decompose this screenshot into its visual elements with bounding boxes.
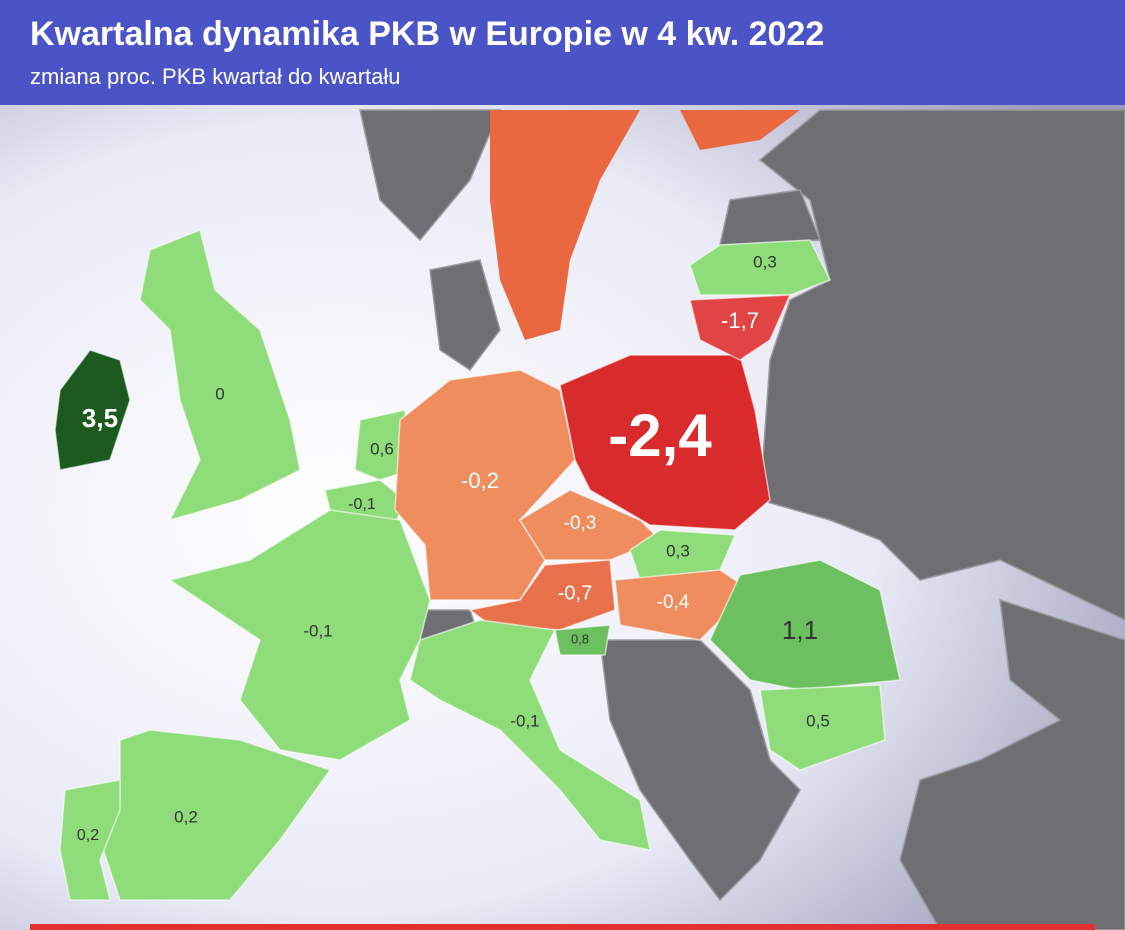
value-label: 0,2 [77,827,99,844]
value-label: 0,3 [666,541,690,560]
region [689,239,832,296]
value-label: -0,7 [558,582,592,604]
value-label: 0,6 [370,439,394,458]
region [168,509,431,761]
value-label: 0,8 [571,631,589,646]
bottom-bar [30,924,1095,930]
value-label: 3,5 [82,403,118,433]
value-label: -0,3 [564,513,597,534]
value-label: -0,1 [510,711,539,730]
region [354,409,411,481]
value-label: 0 [215,384,224,403]
region [139,228,301,522]
sweden [490,110,640,340]
region [59,779,121,901]
background-land [359,109,1125,930]
value-label: 0,5 [806,711,830,730]
region [689,294,792,361]
region [629,529,737,581]
region [54,349,131,471]
value-label: 1,1 [782,615,818,645]
value-label: -0,1 [303,621,332,640]
title: Kwartalna dynamika PKB w Europie w 4 kw.… [30,15,824,53]
region [559,354,771,531]
region [709,559,901,691]
value-label: -1,7 [721,308,759,333]
header [0,0,1125,105]
subtitle: zmiana proc. PKB kwartał do kwartału [30,64,401,89]
value-label: -2,4 [608,402,712,469]
value-label: 0,2 [174,807,198,826]
value-label: -0,1 [348,496,376,513]
region [554,624,611,656]
finland [680,110,800,150]
value-label: -0,2 [461,468,499,493]
value-label: -0,4 [657,592,690,613]
region [409,619,651,851]
region [759,684,886,771]
value-label: 0,3 [753,252,777,271]
